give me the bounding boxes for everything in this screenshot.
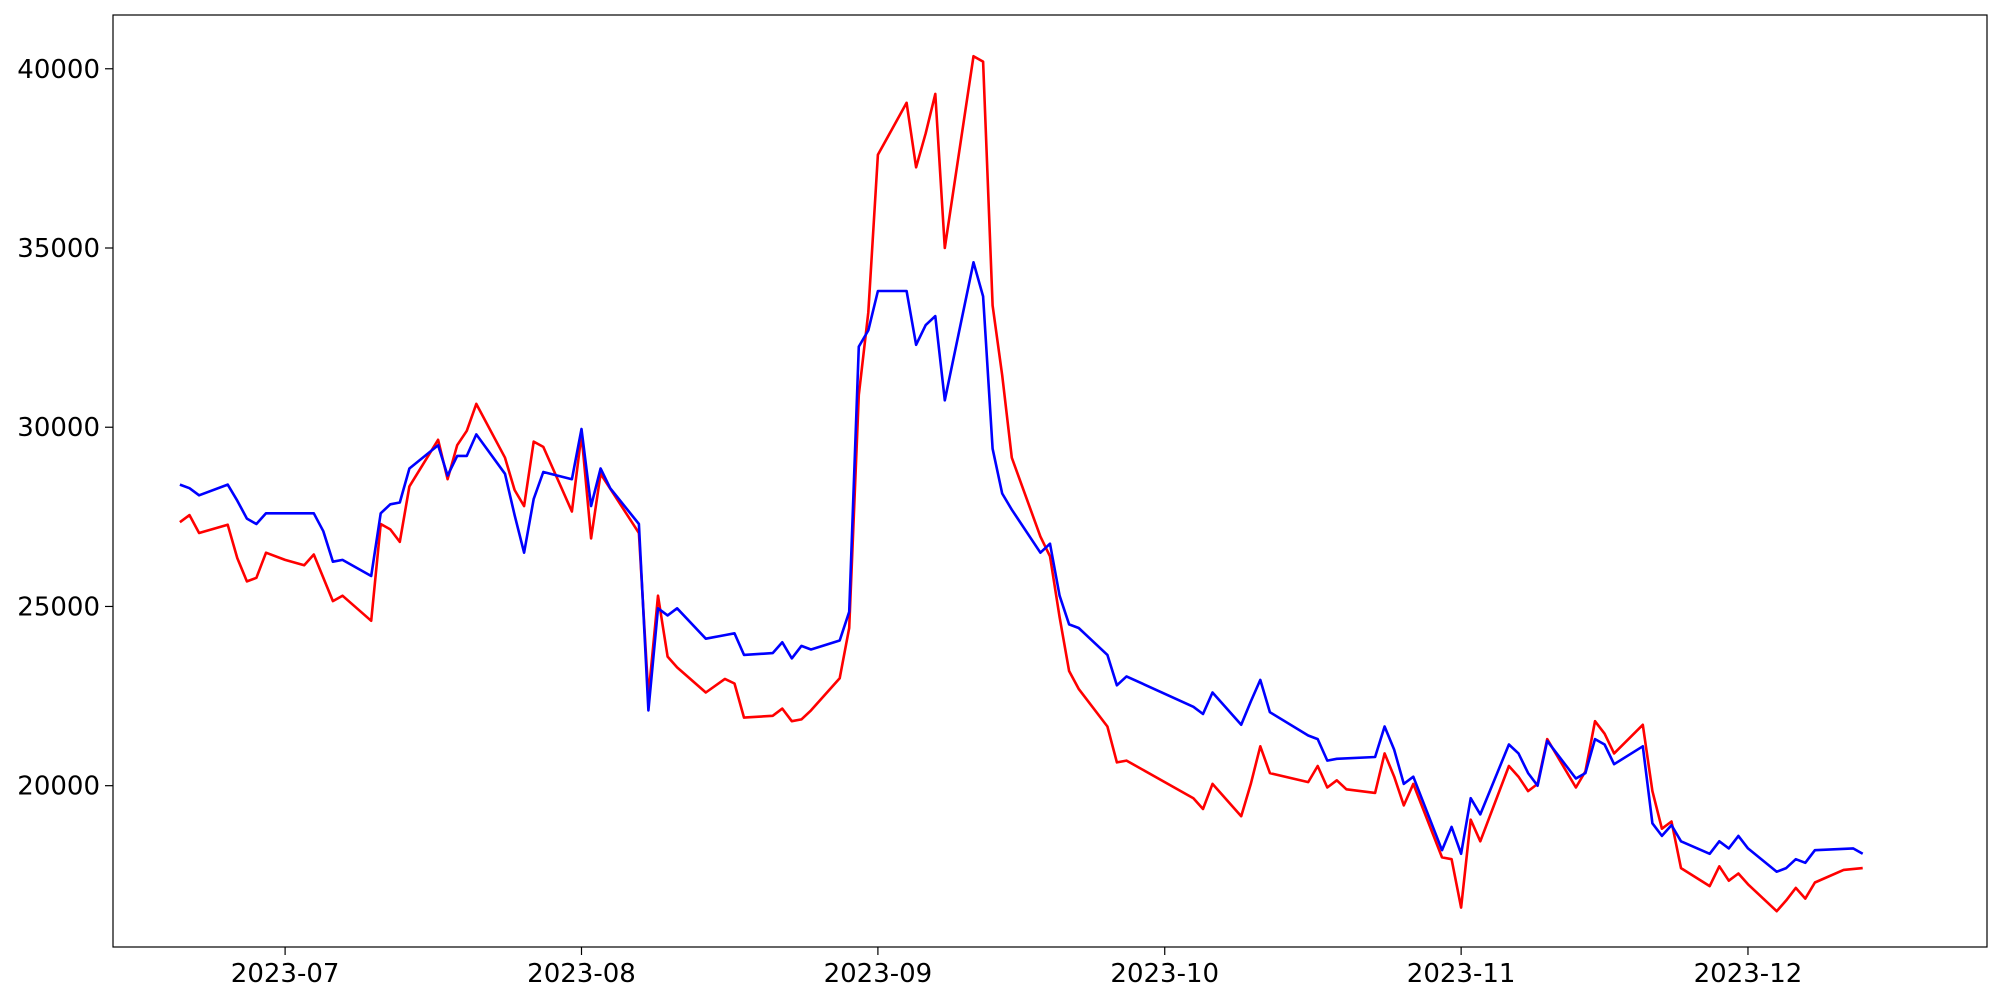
- x-tick-label: 2023-07: [231, 959, 340, 989]
- x-tick-label: 2023-11: [1407, 959, 1516, 989]
- series-layer: [179, 54, 1864, 913]
- x-axis: 2023-07 2023-08 2023-09 2023-10 2023-11 2023-…: [231, 947, 1803, 989]
- y-tick-label: 40000: [17, 55, 100, 85]
- series-line-2: [179, 260, 1864, 874]
- x-tick-label: 2023-09: [824, 959, 933, 989]
- y-tick-label: 25000: [17, 592, 100, 622]
- x-tick-label: 2023-12: [1694, 959, 1803, 989]
- plot-frame: [112, 14, 1988, 948]
- series-line-1: [179, 54, 1863, 913]
- y-tick-label: 20000: [17, 772, 100, 802]
- y-tick-label: 30000: [17, 413, 100, 443]
- y-tick-label: 35000: [17, 234, 100, 264]
- x-tick-label: 2023-10: [1110, 959, 1219, 989]
- x-tick-label: 2023-08: [527, 959, 636, 989]
- y-axis: 20000 25000 30000 35000 40000: [17, 55, 113, 802]
